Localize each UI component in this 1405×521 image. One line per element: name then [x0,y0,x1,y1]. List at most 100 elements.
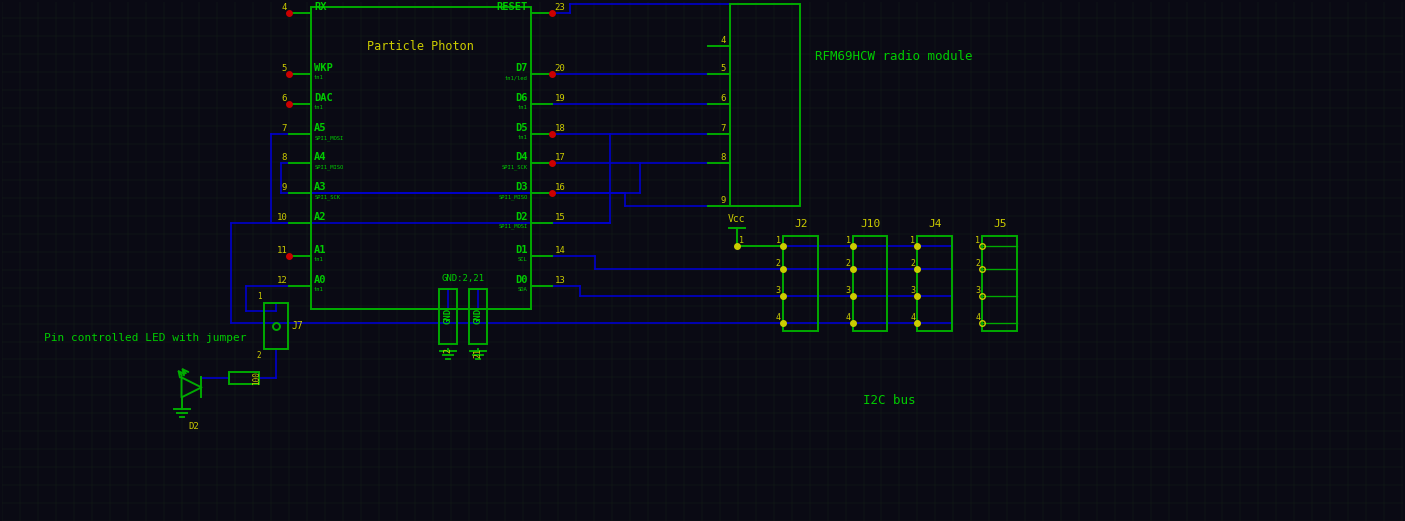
Text: D6: D6 [516,93,527,103]
Text: 100: 100 [253,371,261,386]
Text: 4: 4 [910,313,916,321]
Text: GND: GND [473,308,482,324]
Text: J7: J7 [291,320,303,331]
Bar [438,289,457,343]
Text: RX: RX [315,3,326,13]
Text: A1: A1 [315,245,326,255]
Text: 3: 3 [846,286,850,295]
Text: Vcc: Vcc [728,214,746,224]
Text: 4: 4 [282,4,287,13]
Text: 15: 15 [555,213,565,222]
Text: SPI1_SCK: SPI1_SCK [502,164,527,170]
Text: A2: A2 [315,212,326,222]
Text: GND:2,21: GND:2,21 [441,274,485,283]
Text: 5: 5 [721,64,726,73]
Text: tn1: tn1 [518,105,527,110]
Text: 6: 6 [282,94,287,103]
Text: RFM69HCW radio module: RFM69HCW radio module [815,50,972,63]
Text: 7: 7 [721,124,726,133]
Text: 5: 5 [282,64,287,73]
Text: tn1: tn1 [315,287,325,292]
Text: SPI1_MOSI: SPI1_MOSI [315,135,343,141]
Text: 18: 18 [555,124,565,133]
Text: D2: D2 [516,212,527,222]
Text: 3: 3 [975,286,981,295]
Text: tn1: tn1 [315,257,325,262]
Text: D1: D1 [516,245,527,255]
Bar [853,236,888,330]
Text: 9: 9 [282,183,287,192]
Text: I2C bus: I2C bus [863,394,916,407]
Text: 1: 1 [910,236,916,245]
Text: 23: 23 [555,4,565,13]
Text: SCL: SCL [518,257,527,262]
Bar [917,236,953,330]
Text: D2: D2 [188,423,200,431]
Bar [311,7,531,308]
Text: 12: 12 [277,276,287,284]
Text: 1: 1 [846,236,850,245]
Text: 1: 1 [776,236,781,245]
Text: 4: 4 [846,313,850,321]
Text: 21: 21 [473,348,482,357]
Bar [982,236,1017,330]
Text: 19: 19 [555,94,565,103]
Text: 2: 2 [910,259,916,268]
Text: 4: 4 [721,36,726,45]
Text: tn1: tn1 [518,135,527,140]
Text: 2: 2 [975,259,981,268]
Text: D3: D3 [516,182,527,192]
Text: 2: 2 [257,351,261,359]
Text: 7: 7 [282,124,287,133]
Text: 10: 10 [277,213,287,222]
Text: D5: D5 [516,123,527,133]
Text: 11: 11 [277,246,287,255]
Text: J5: J5 [993,219,1007,229]
Text: GND: GND [443,308,452,324]
Text: 4: 4 [776,313,781,321]
Text: 14: 14 [555,246,565,255]
Text: J4: J4 [929,219,943,229]
Text: 1: 1 [739,236,743,245]
Text: 2: 2 [443,348,452,353]
Text: RESET: RESET [496,3,527,13]
Text: 2: 2 [846,259,850,268]
Bar [783,236,818,330]
Text: 3: 3 [910,286,916,295]
Bar [731,4,799,206]
Text: tn1: tn1 [315,76,325,80]
Text: Pin controlled LED with jumper: Pin controlled LED with jumper [44,332,246,342]
Text: Particle Photon: Particle Photon [367,40,475,53]
Text: A0: A0 [315,275,326,284]
Text: D7: D7 [516,64,527,73]
Text: 2: 2 [776,259,781,268]
Text: 8: 8 [721,153,726,162]
Text: SPI1_MOSI: SPI1_MOSI [499,224,527,229]
Bar [469,289,486,343]
Text: 9: 9 [721,196,726,205]
Text: A4: A4 [315,152,326,162]
Text: 13: 13 [555,276,565,284]
Text: A5: A5 [315,123,326,133]
Bar [264,303,288,349]
Text: J2: J2 [794,219,808,229]
Text: SPI1_SCK: SPI1_SCK [315,194,340,200]
Text: 16: 16 [555,183,565,192]
Text: D0: D0 [516,275,527,284]
Text: 17: 17 [555,153,565,162]
Text: SDA: SDA [518,287,527,292]
Bar [229,373,260,384]
Text: 20: 20 [555,64,565,73]
Text: A3: A3 [315,182,326,192]
Text: SPI1_MISO: SPI1_MISO [499,194,527,200]
Text: 6: 6 [721,94,726,103]
Text: 1: 1 [257,292,261,301]
Text: tn1/led: tn1/led [504,76,527,80]
Text: SPI1_MISO: SPI1_MISO [315,164,343,170]
Text: 4: 4 [975,313,981,321]
Text: WKP: WKP [315,64,333,73]
Text: 3: 3 [776,286,781,295]
Text: 8: 8 [282,153,287,162]
Text: D4: D4 [516,152,527,162]
Text: DAC: DAC [315,93,333,103]
